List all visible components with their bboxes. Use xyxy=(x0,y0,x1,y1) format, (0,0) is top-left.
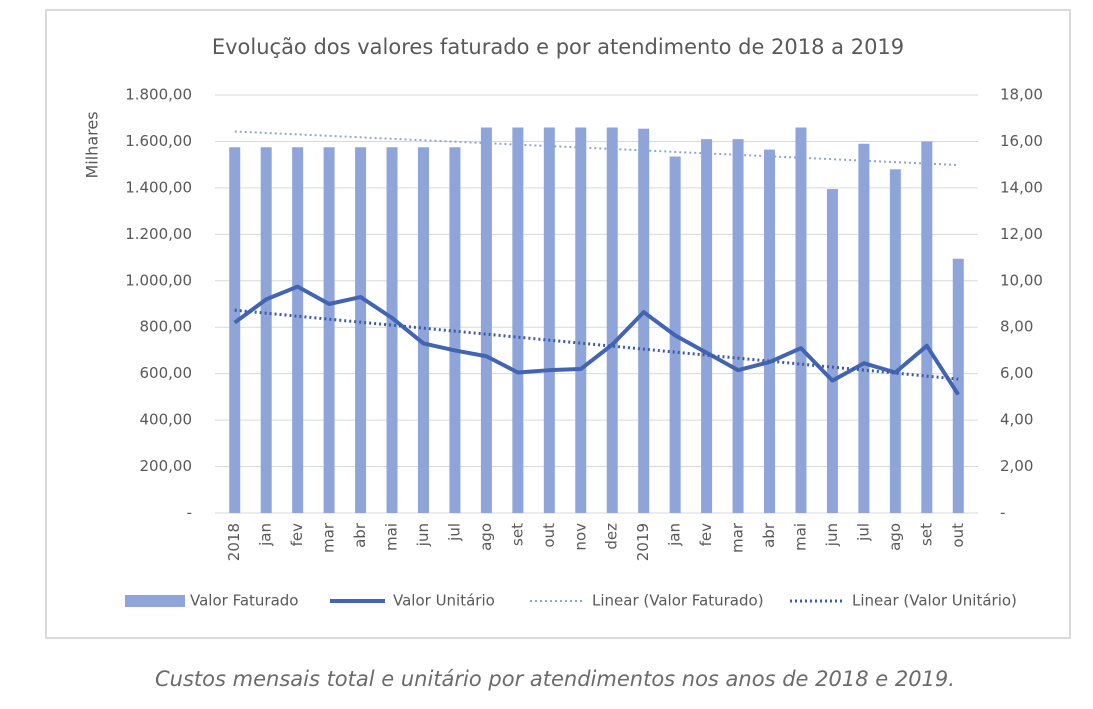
x-tick-label: 2018 xyxy=(225,523,243,561)
x-tick-label: 2019 xyxy=(634,523,652,561)
x-tick-label: mai xyxy=(791,523,809,551)
y-axis-title: Milhares xyxy=(83,111,102,178)
legend-label: Valor Faturado xyxy=(190,592,298,610)
bar xyxy=(764,149,776,514)
bar xyxy=(826,189,838,514)
x-tick-label: ago xyxy=(477,523,495,551)
x-tick-label: jun xyxy=(823,523,841,547)
y-tick-label: 1.200,00 xyxy=(125,225,192,243)
bar xyxy=(229,147,241,513)
bar xyxy=(260,147,272,513)
bar xyxy=(889,169,901,514)
y2-tick-label: 14,00 xyxy=(1000,178,1043,196)
x-tick-label: jan xyxy=(257,523,275,547)
bar xyxy=(355,147,367,513)
x-tick-label: jun xyxy=(414,523,432,547)
x-tick-label: set xyxy=(508,523,526,546)
y-tick-label: - xyxy=(187,504,192,522)
y-tick-label: 400,00 xyxy=(140,411,193,429)
y-tick-label: 200,00 xyxy=(140,457,193,475)
bar xyxy=(417,147,429,513)
bar xyxy=(323,147,335,513)
x-tick-label: fev xyxy=(288,523,306,547)
y2-tick-label: 10,00 xyxy=(1000,271,1043,289)
x-tick-label: ago xyxy=(886,523,904,551)
y-tick-label: 1.000,00 xyxy=(125,271,192,289)
x-tick-label: jul xyxy=(445,523,463,542)
x-tick-label: abr xyxy=(760,522,778,548)
bar xyxy=(921,141,933,513)
x-tick-label: set xyxy=(917,523,935,546)
x-tick-label: out xyxy=(540,523,558,548)
bar xyxy=(543,127,555,513)
bar xyxy=(480,127,492,513)
line xyxy=(233,284,960,396)
legend-label: Linear (Valor Unitário) xyxy=(852,592,1017,610)
x-tick-label: abr xyxy=(351,522,369,548)
x-tick-label: jul xyxy=(854,523,872,542)
x-tick-label: out xyxy=(949,523,967,548)
y-tick-label: 1.600,00 xyxy=(125,132,192,150)
chart-title: Evolução dos valores faturado e por aten… xyxy=(212,35,904,59)
y2-tick-label: 16,00 xyxy=(1000,132,1043,150)
y2-tick-label: 8,00 xyxy=(1000,318,1033,336)
y2-tick-label: 2,00 xyxy=(1000,457,1033,475)
bar xyxy=(512,127,524,513)
bar xyxy=(952,258,964,513)
bar xyxy=(795,127,807,513)
legend-label: Linear (Valor Faturado) xyxy=(592,592,764,610)
bar xyxy=(732,139,744,513)
x-tick-label: fev xyxy=(697,523,715,547)
y-tick-label: 800,00 xyxy=(140,318,193,336)
bar xyxy=(638,128,650,513)
x-tick-label: mar xyxy=(729,522,747,553)
bar xyxy=(606,127,618,513)
y2-tick-label: 12,00 xyxy=(1000,225,1043,243)
x-tick-label: nov xyxy=(571,523,589,551)
y2-tick-label: 18,00 xyxy=(1000,86,1043,104)
y-tick-label: 1.400,00 xyxy=(125,178,192,196)
bar xyxy=(858,143,870,513)
bar xyxy=(575,127,587,513)
trendline xyxy=(234,308,959,381)
y2-tick-label: 4,00 xyxy=(1000,411,1033,429)
legend-swatch xyxy=(125,595,185,607)
y-tick-label: 1.800,00 xyxy=(125,86,192,104)
trendline xyxy=(234,130,959,167)
bar xyxy=(292,147,304,513)
x-tick-label: mar xyxy=(320,522,338,553)
x-tick-label: jan xyxy=(666,523,684,547)
bar xyxy=(701,139,713,513)
x-tick-label: dez xyxy=(603,523,621,550)
legend-label: Valor Unitário xyxy=(393,592,495,610)
caption: Custos mensais total e unitário por aten… xyxy=(155,667,955,691)
y2-tick-label: - xyxy=(1000,504,1005,522)
bar xyxy=(386,147,398,513)
x-tick-label: mai xyxy=(383,523,401,551)
y2-tick-label: 6,00 xyxy=(1000,364,1033,382)
y-tick-label: 600,00 xyxy=(140,364,193,382)
